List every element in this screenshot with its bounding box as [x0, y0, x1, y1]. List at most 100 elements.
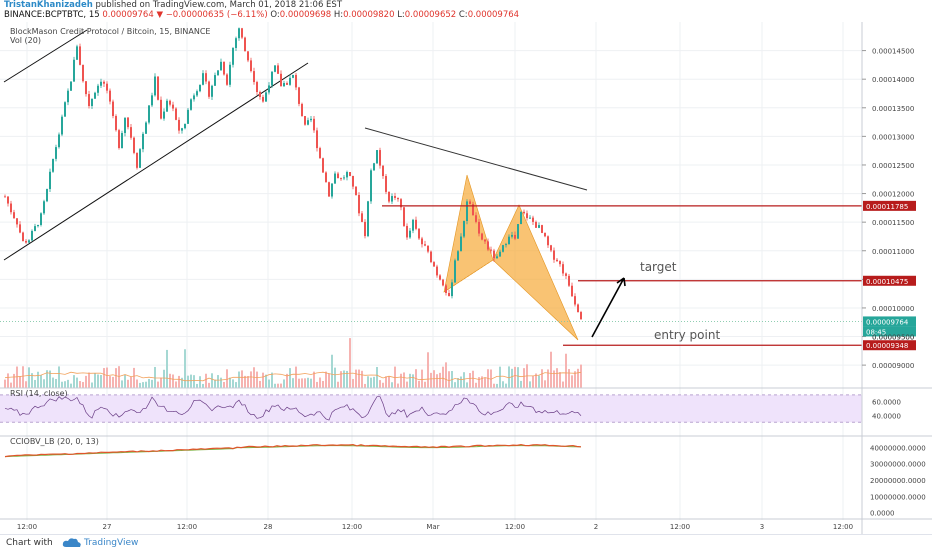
candle-body	[202, 73, 204, 85]
candle-body	[448, 293, 450, 297]
volume-bar	[460, 376, 462, 388]
volume-bar	[412, 374, 414, 388]
candle-body	[415, 219, 417, 229]
candle-body	[268, 85, 270, 93]
descending-resistance-line	[364, 127, 588, 191]
candle-body	[541, 225, 543, 233]
volume-bar	[493, 383, 495, 388]
author-link[interactable]: TristanKhanizadeh	[4, 0, 93, 10]
volume-bar	[331, 354, 333, 388]
price-tick-label: 0.00012500	[872, 162, 914, 170]
volume-bar	[106, 367, 108, 388]
candle-body	[388, 191, 390, 202]
volume-bar	[532, 375, 534, 388]
obv-tick-label: 10000000.0000	[870, 493, 926, 501]
volume-bar	[40, 375, 42, 388]
tradingview-brand[interactable]: TradingView	[84, 538, 139, 548]
candle-body	[295, 74, 297, 88]
volume-bar	[268, 379, 270, 388]
candle-body	[508, 236, 510, 245]
candle-body	[148, 105, 150, 123]
level-top-tag-bg	[863, 200, 916, 211]
close-value: 0.00009764	[467, 10, 520, 20]
volume-bar	[202, 383, 204, 388]
grid	[0, 22, 862, 520]
rsi-line	[4, 396, 582, 421]
volume-bar	[94, 373, 96, 388]
volume-bar	[328, 373, 330, 388]
candle-body	[544, 232, 546, 237]
candle-body	[271, 71, 273, 86]
candle-body	[313, 118, 315, 131]
candle-body	[418, 228, 420, 239]
candle-body	[244, 37, 246, 52]
candle-body	[463, 221, 465, 237]
candle-body	[223, 61, 225, 75]
volume-bar	[280, 383, 282, 388]
volume-bar	[88, 372, 90, 388]
candle-body	[361, 213, 363, 222]
candle-body	[190, 99, 192, 110]
candle-body	[46, 189, 48, 202]
candle-body	[340, 178, 342, 180]
volume-bar	[217, 375, 219, 388]
volume-bar	[289, 368, 291, 388]
volume-bar	[403, 372, 405, 388]
obv-line	[4, 443, 582, 458]
candle-body	[67, 90, 69, 103]
candle-body	[7, 196, 9, 204]
candle-body	[568, 275, 570, 286]
volume-bar	[454, 382, 456, 388]
candle-body	[394, 196, 396, 198]
candle-body	[346, 172, 348, 178]
price-tags: 0.000117850.000104750.0000976408:450.000…	[863, 200, 916, 351]
candle-body	[400, 199, 402, 208]
volume-bar	[208, 382, 210, 388]
volume-bar	[346, 370, 348, 388]
legends: BlockMason Credit Protocol / Bitcoin, 15…	[10, 27, 210, 446]
pattern-triangle-bcd	[492, 204, 579, 341]
candle-body	[403, 207, 405, 226]
level-target-tag-bg	[863, 275, 916, 286]
volume-bar	[10, 382, 12, 388]
candle-body	[85, 81, 87, 95]
candle-body	[562, 264, 564, 274]
candle-body	[475, 215, 477, 222]
price-tick-label: 0.00012000	[872, 191, 914, 199]
candle-body	[184, 123, 186, 129]
volume-bar	[160, 377, 162, 388]
publish-header: TristanKhanizadeh published on TradingVi…	[0, 0, 932, 22]
volume-bar	[22, 366, 24, 388]
time-tick-label: 12:00	[670, 523, 690, 531]
volume-bar	[580, 364, 582, 388]
candle-body	[547, 236, 549, 246]
volume-bar	[175, 381, 177, 388]
candle-body	[25, 240, 27, 243]
candle-body	[220, 61, 222, 71]
volume-bar	[310, 378, 312, 388]
volume-bar	[19, 376, 21, 388]
volume-bar	[31, 373, 33, 388]
tradingview-cloud-icon	[62, 538, 81, 547]
published-text: published on TradingView.com, March 01, …	[95, 0, 343, 10]
candle-body	[19, 224, 21, 233]
candle-body	[391, 196, 393, 202]
volume-bar	[187, 375, 189, 388]
volume-bar	[388, 376, 390, 388]
candle-body	[4, 196, 6, 198]
volume-bar	[535, 373, 537, 388]
candle-body	[511, 234, 513, 237]
volume-bar	[484, 377, 486, 388]
candle-body	[574, 296, 576, 305]
candle-body	[250, 60, 252, 72]
volume-bar	[316, 381, 318, 388]
candle-body	[31, 230, 33, 241]
time-tick-label: 2	[594, 523, 598, 531]
volume-bar	[559, 372, 561, 388]
candle-body	[97, 85, 99, 93]
candle-body	[16, 218, 18, 225]
candle-body	[172, 104, 174, 109]
volume-bar	[574, 371, 576, 388]
candle-body	[514, 234, 516, 239]
